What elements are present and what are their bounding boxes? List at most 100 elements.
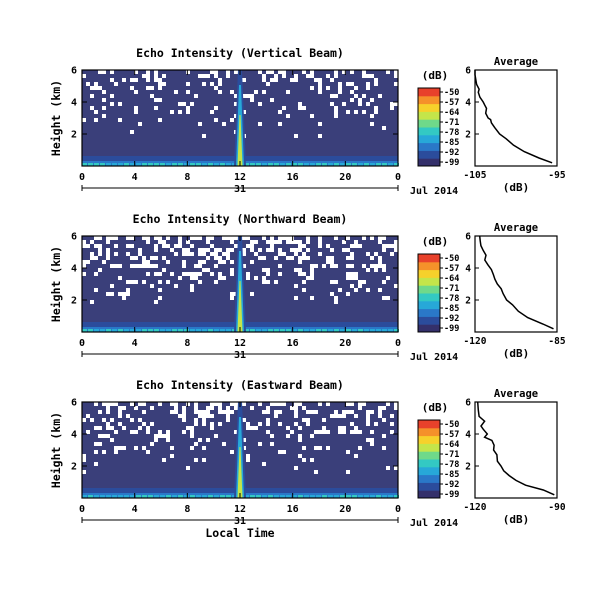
missing-cell: [310, 70, 314, 74]
missing-cell: [182, 430, 186, 434]
missing-cell: [302, 288, 306, 292]
colorbar-frame: [417, 253, 441, 333]
missing-cell: [110, 426, 114, 430]
missing-cell: [114, 82, 118, 86]
missing-cell: [334, 300, 338, 304]
colorbar-tick-label: -78: [444, 294, 459, 304]
missing-cell: [394, 466, 398, 470]
missing-cell: [242, 402, 246, 406]
missing-cell: [266, 280, 270, 284]
missing-cell: [118, 406, 122, 410]
missing-cell: [154, 248, 158, 252]
day-label: 31: [234, 184, 246, 195]
missing-cell: [94, 86, 98, 90]
missing-cell: [86, 244, 90, 248]
missing-cell: [330, 414, 334, 418]
missing-cell: [174, 252, 178, 256]
echo-cell: [274, 329, 279, 332]
missing-cell: [90, 300, 94, 304]
missing-cell: [346, 276, 350, 280]
missing-cell: [326, 446, 330, 450]
missing-cell: [354, 454, 358, 458]
missing-cell: [218, 248, 222, 252]
missing-cell: [278, 272, 282, 276]
echo-cell: [304, 329, 309, 332]
missing-cell: [106, 256, 110, 260]
missing-cell: [350, 252, 354, 256]
missing-cell: [114, 244, 118, 248]
missing-cell: [378, 288, 382, 292]
missing-cell: [126, 244, 130, 248]
missing-cell: [214, 248, 218, 252]
missing-cell: [278, 450, 282, 454]
missing-cell: [206, 236, 210, 240]
missing-cell: [286, 236, 290, 240]
missing-cell: [390, 414, 394, 418]
echo-cell: [388, 495, 393, 498]
missing-cell: [94, 402, 98, 406]
missing-cell: [378, 94, 382, 98]
missing-cell: [214, 74, 218, 78]
missing-cell: [98, 252, 102, 256]
missing-cell: [354, 240, 358, 244]
missing-cell: [302, 280, 306, 284]
colorbar-tick-label: -57: [444, 430, 459, 440]
missing-cell: [330, 102, 334, 106]
missing-cell: [206, 256, 210, 260]
x-tick-label: 20: [339, 172, 351, 183]
colorbar: -50-57-64-71-78-85-92-99: [417, 253, 459, 334]
missing-cell: [354, 244, 358, 248]
missing-cell: [106, 240, 110, 244]
missing-cell: [374, 106, 378, 110]
missing-cell: [350, 402, 354, 406]
colorbar-tick-label: -57: [444, 98, 459, 108]
missing-cell: [278, 264, 282, 268]
missing-cell: [362, 70, 366, 74]
missing-cell: [290, 248, 294, 252]
colorbar-segment: [418, 451, 440, 460]
missing-cell: [158, 430, 162, 434]
colorbar-tick-label: -92: [444, 148, 459, 158]
echo-cell: [256, 495, 261, 498]
missing-cell: [374, 422, 378, 426]
missing-cell: [126, 236, 130, 240]
missing-cell: [102, 70, 106, 74]
missing-cell: [210, 82, 214, 86]
echo-cell: [316, 495, 321, 498]
missing-cell: [158, 86, 162, 90]
colorbar-segment: [418, 427, 440, 437]
colorbar-tick-label: -92: [444, 480, 459, 490]
missing-cell: [374, 268, 378, 272]
echo-cell: [190, 163, 195, 166]
missing-cell: [266, 418, 270, 422]
date-label: Jul 2014: [410, 186, 458, 197]
missing-cell: [154, 300, 158, 304]
missing-cell: [282, 236, 286, 240]
echo-cell: [94, 495, 99, 498]
missing-cell: [202, 268, 206, 272]
missing-cell: [334, 110, 338, 114]
missing-cell: [90, 86, 94, 90]
missing-cell: [234, 94, 238, 98]
missing-cell: [82, 244, 86, 248]
missing-cell: [134, 70, 138, 74]
missing-cell: [314, 264, 318, 268]
missing-cell: [258, 422, 262, 426]
missing-cell: [186, 248, 190, 252]
missing-cell: [94, 82, 98, 86]
colorbar-tick-label: -64: [444, 274, 459, 284]
missing-cell: [102, 98, 106, 102]
missing-cell: [390, 106, 394, 110]
missing-cell: [246, 244, 250, 248]
echo-cell: [184, 329, 189, 332]
missing-cell: [210, 252, 214, 256]
missing-cell: [306, 410, 310, 414]
missing-cell: [230, 402, 234, 406]
missing-cell: [230, 90, 234, 94]
missing-cell: [230, 236, 234, 240]
missing-cell: [350, 430, 354, 434]
missing-cell: [110, 284, 114, 288]
missing-cell: [294, 284, 298, 288]
echo-cell: [118, 329, 123, 332]
missing-cell: [214, 106, 218, 110]
